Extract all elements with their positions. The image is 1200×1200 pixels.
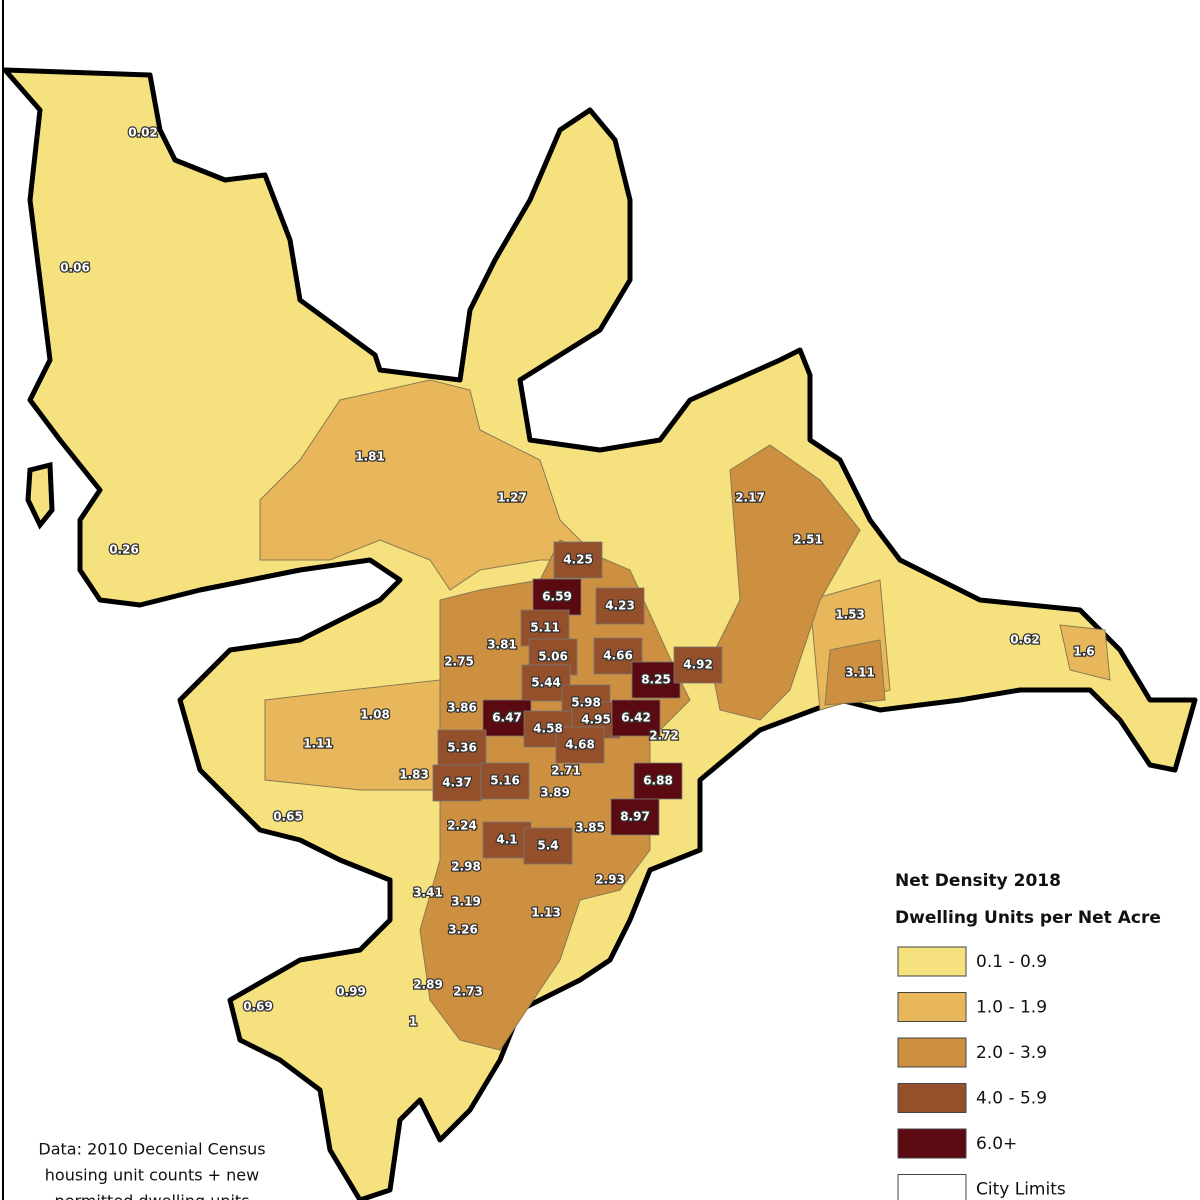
- region-label: 4.37: [442, 776, 472, 790]
- zone-brown: [709, 444, 861, 721]
- region-label: 3.26: [448, 923, 478, 937]
- region-label: 1.83: [399, 768, 429, 782]
- region-label: 2.17: [735, 491, 765, 505]
- region-label: 1.11: [303, 737, 333, 751]
- region-label: 5.11: [530, 621, 560, 635]
- legend-swatch: [897, 1083, 967, 1113]
- region-label: 5.98: [571, 696, 601, 710]
- region: [432, 764, 482, 802]
- region: [673, 646, 723, 684]
- patches: [432, 541, 723, 865]
- region-label: 4.95: [581, 713, 611, 727]
- region-label: 3.86: [447, 701, 477, 715]
- region-label: 2.93: [595, 873, 625, 887]
- island: [25, 461, 55, 530]
- region-label: 3.85: [575, 821, 605, 835]
- region-label: 5.4: [537, 839, 558, 853]
- region-label: 5.16: [490, 774, 520, 788]
- region-label: 4.68: [565, 738, 595, 752]
- region-label: 0.06: [60, 261, 90, 275]
- region-label: 2.71: [551, 764, 581, 778]
- region-label: 0.62: [1010, 633, 1040, 647]
- region: [482, 821, 532, 859]
- region-label: 3.11: [845, 666, 875, 680]
- region: [523, 827, 573, 865]
- region-label: 4.1: [496, 833, 517, 847]
- source-note: Data: 2010 Decenial Census housing unit c…: [38, 1140, 265, 1200]
- region-label: 1.53: [835, 608, 865, 622]
- region-label: 2.75: [444, 655, 474, 669]
- region-label: 5.06: [538, 650, 568, 664]
- region-label: 1.08: [360, 708, 390, 722]
- region-label: 1.13: [531, 906, 561, 920]
- region-label: 1: [409, 1015, 417, 1029]
- region: [480, 762, 530, 800]
- region-label: 3.89: [540, 786, 570, 800]
- labels: 0.02 0.06 0.26 1.81 1.27 2.17 2.51 4.25 6.59 4.23…: [59, 124, 1096, 1030]
- region: [553, 541, 603, 579]
- region-label: 4.58: [533, 722, 563, 736]
- legend-label: 1.0 - 1.9: [976, 998, 1047, 1018]
- region: [595, 587, 645, 625]
- legend-label: 6.0+: [976, 1134, 1017, 1154]
- region: [631, 661, 681, 699]
- region-label: 0.99: [336, 985, 366, 999]
- region-label: 5.36: [447, 741, 477, 755]
- legend-swatch: [897, 1128, 967, 1159]
- legend-swatch: [897, 992, 967, 1022]
- region: [555, 726, 605, 764]
- region-label: 8.25: [641, 673, 671, 687]
- region-label: 0.65: [273, 810, 303, 824]
- region-label: 2.89: [413, 978, 443, 992]
- region-label: 6.59: [542, 590, 572, 604]
- legend-label: 2.0 - 3.9: [976, 1043, 1047, 1063]
- region: [437, 729, 487, 767]
- region-label: 0.26: [109, 543, 139, 557]
- region-label: 4.23: [605, 599, 635, 613]
- region-label: 3.81: [487, 638, 517, 652]
- region-label: 1.81: [355, 450, 385, 464]
- legend-label: 0.1 - 0.9: [976, 952, 1047, 972]
- region-label: 1.27: [497, 491, 527, 505]
- zone-brown: [824, 639, 886, 706]
- region: [611, 699, 661, 737]
- legend-swatch: [897, 1174, 967, 1200]
- region-label: 2.51: [793, 533, 823, 547]
- legend-swatch: [897, 946, 967, 977]
- region: [532, 578, 582, 616]
- legend-label: City Limits: [976, 1180, 1066, 1200]
- region-label: 4.92: [683, 658, 713, 672]
- region-label: 3.19: [451, 895, 481, 909]
- region-label: 0.69: [243, 1000, 273, 1014]
- region-label: 6.47: [492, 711, 522, 725]
- region-label: 5.44: [531, 676, 561, 690]
- source-line: housing unit counts + new: [45, 1166, 259, 1185]
- legend: 0.1 - 0.9 1.0 - 1.9 2.0 - 3.9 4.0 - 5.9 6.0+…: [897, 946, 1066, 1200]
- region: [482, 699, 532, 737]
- region-label: 2.98: [451, 860, 481, 874]
- source-line: permitted dwelling units: [54, 1192, 249, 1200]
- region-label: 0.02: [128, 126, 158, 140]
- legend-subtitle: Dwelling Units per Net Acre: [895, 908, 1161, 928]
- region-label: 8.97: [620, 810, 650, 824]
- region-label: 2.72: [649, 729, 679, 743]
- region-label: 6.88: [643, 774, 673, 788]
- region-label: 4.25: [563, 553, 593, 567]
- region-label: 4.66: [603, 649, 633, 663]
- source-line: Data: 2010 Decenial Census: [38, 1140, 265, 1159]
- region: [633, 762, 683, 800]
- legend-label: 4.0 - 5.9: [976, 1089, 1047, 1109]
- legend-title: Net Density 2018: [895, 871, 1061, 891]
- region-label: 3.41: [413, 886, 443, 900]
- legend-swatch: [897, 1037, 967, 1068]
- region: [610, 798, 660, 836]
- region-label: 6.42: [621, 711, 651, 725]
- region-label: 2.73: [453, 985, 483, 999]
- zone-tan: [1059, 624, 1111, 681]
- region-label: 2.24: [447, 819, 477, 833]
- region-label: 1.6: [1073, 645, 1094, 659]
